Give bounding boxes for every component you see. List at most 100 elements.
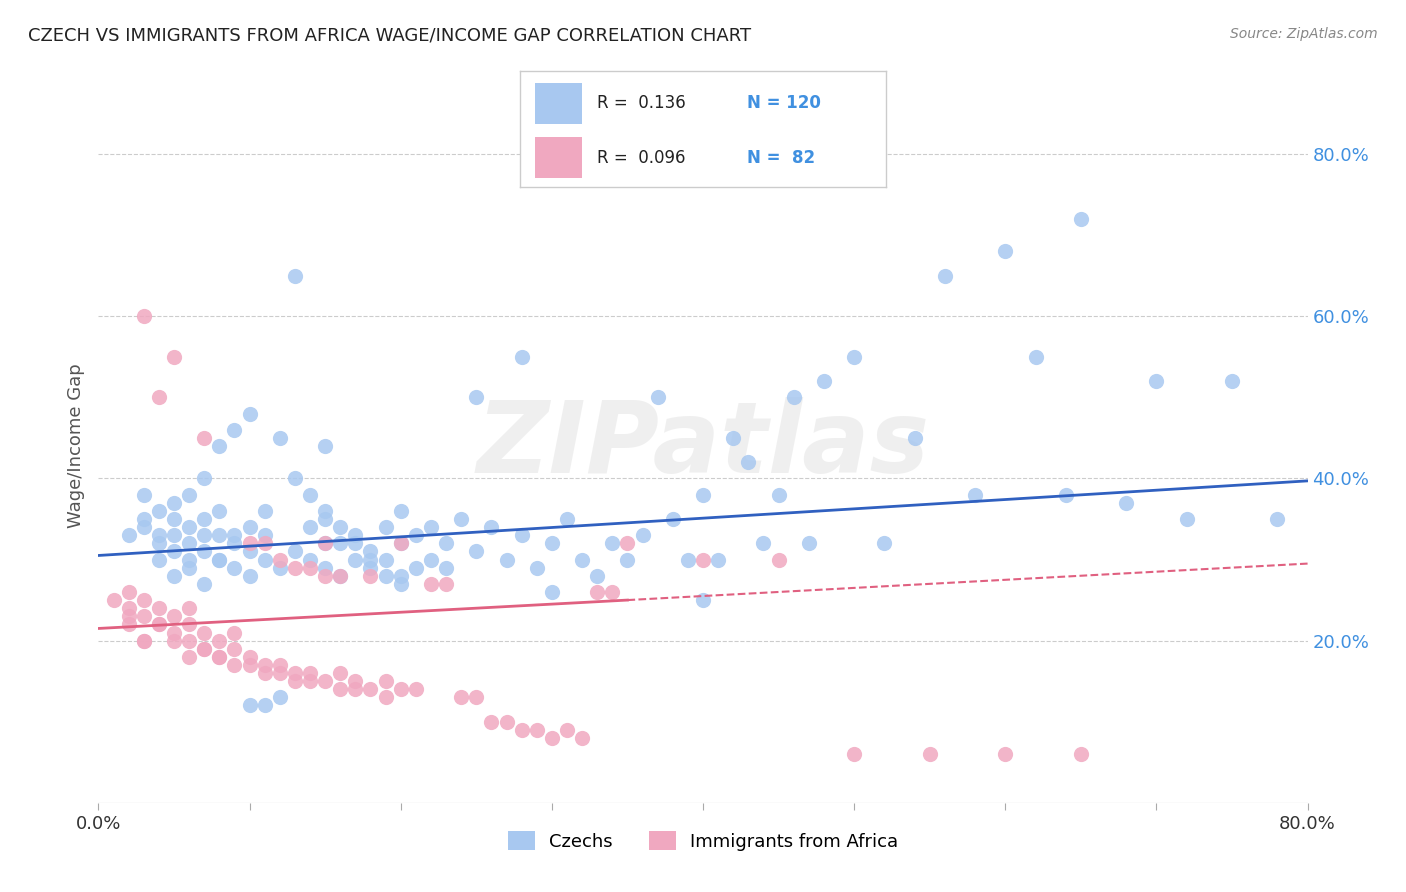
Point bbox=[132, 520, 155, 534]
Point bbox=[344, 536, 367, 550]
Point bbox=[481, 714, 503, 729]
Point bbox=[389, 577, 412, 591]
Point bbox=[239, 657, 262, 672]
Point bbox=[179, 560, 201, 574]
Point bbox=[132, 593, 155, 607]
Point bbox=[389, 568, 412, 582]
Point bbox=[329, 520, 352, 534]
Point bbox=[934, 268, 956, 283]
Point bbox=[707, 552, 730, 566]
Point bbox=[208, 528, 231, 542]
Point bbox=[994, 244, 1017, 259]
Point bbox=[405, 560, 427, 574]
Point bbox=[193, 528, 215, 542]
Point bbox=[163, 512, 186, 526]
Point bbox=[118, 528, 141, 542]
Point bbox=[676, 552, 699, 566]
Point bbox=[269, 560, 291, 574]
Point bbox=[132, 310, 155, 324]
Point bbox=[692, 488, 714, 502]
Point bbox=[768, 552, 790, 566]
Point bbox=[510, 350, 533, 364]
Point bbox=[253, 666, 276, 681]
Point bbox=[253, 536, 276, 550]
Point bbox=[163, 544, 186, 558]
Point bbox=[179, 617, 201, 632]
Point bbox=[813, 374, 835, 388]
Point bbox=[631, 528, 654, 542]
Point bbox=[284, 666, 307, 681]
Point bbox=[586, 585, 609, 599]
Point bbox=[179, 633, 201, 648]
Point bbox=[495, 714, 517, 729]
Point bbox=[132, 633, 155, 648]
Point bbox=[179, 536, 201, 550]
Point bbox=[314, 536, 336, 550]
Point bbox=[329, 682, 352, 697]
Point bbox=[269, 666, 291, 681]
Point bbox=[148, 390, 170, 404]
Point bbox=[299, 552, 322, 566]
Point bbox=[344, 682, 367, 697]
Legend: Czechs, Immigrants from Africa: Czechs, Immigrants from Africa bbox=[501, 824, 905, 858]
Point bbox=[193, 544, 215, 558]
Point bbox=[269, 552, 291, 566]
Point bbox=[692, 552, 714, 566]
Point bbox=[844, 747, 866, 761]
Point bbox=[269, 690, 291, 705]
Point bbox=[314, 536, 336, 550]
Point bbox=[510, 723, 533, 737]
Text: N = 120: N = 120 bbox=[747, 95, 821, 112]
Point bbox=[360, 682, 382, 697]
Point bbox=[239, 649, 262, 664]
Point bbox=[783, 390, 806, 404]
Point bbox=[314, 512, 336, 526]
Point bbox=[434, 560, 457, 574]
Point bbox=[208, 649, 231, 664]
Point bbox=[253, 657, 276, 672]
Point bbox=[208, 552, 231, 566]
Point bbox=[374, 674, 396, 689]
Point bbox=[389, 536, 412, 550]
Point bbox=[148, 617, 170, 632]
Point bbox=[208, 552, 231, 566]
Point bbox=[224, 423, 246, 437]
Point bbox=[193, 577, 215, 591]
Point bbox=[163, 625, 186, 640]
Point bbox=[224, 528, 246, 542]
Point bbox=[193, 641, 215, 656]
Point bbox=[344, 674, 367, 689]
Point bbox=[1070, 747, 1092, 761]
Point bbox=[571, 552, 593, 566]
Point bbox=[737, 455, 759, 469]
Point bbox=[526, 560, 548, 574]
Point bbox=[450, 512, 472, 526]
Point bbox=[768, 488, 790, 502]
Point bbox=[965, 488, 987, 502]
Point bbox=[434, 577, 457, 591]
Point bbox=[284, 268, 307, 283]
Point bbox=[208, 504, 231, 518]
Point bbox=[148, 552, 170, 566]
Text: CZECH VS IMMIGRANTS FROM AFRICA WAGE/INCOME GAP CORRELATION CHART: CZECH VS IMMIGRANTS FROM AFRICA WAGE/INC… bbox=[28, 27, 751, 45]
Point bbox=[647, 390, 669, 404]
Point bbox=[540, 731, 562, 745]
Point bbox=[103, 593, 125, 607]
Text: R =  0.136: R = 0.136 bbox=[598, 95, 686, 112]
Point bbox=[434, 536, 457, 550]
Point bbox=[602, 536, 624, 550]
Point bbox=[239, 568, 262, 582]
Point bbox=[299, 674, 322, 689]
Point bbox=[118, 601, 141, 615]
Point bbox=[239, 407, 262, 421]
Point bbox=[132, 488, 155, 502]
Point bbox=[873, 536, 896, 550]
Point bbox=[163, 496, 186, 510]
Point bbox=[1267, 512, 1289, 526]
Point bbox=[526, 723, 548, 737]
Point bbox=[118, 609, 141, 624]
Point bbox=[132, 633, 155, 648]
Point bbox=[555, 723, 578, 737]
Point bbox=[208, 439, 231, 453]
Point bbox=[148, 528, 170, 542]
